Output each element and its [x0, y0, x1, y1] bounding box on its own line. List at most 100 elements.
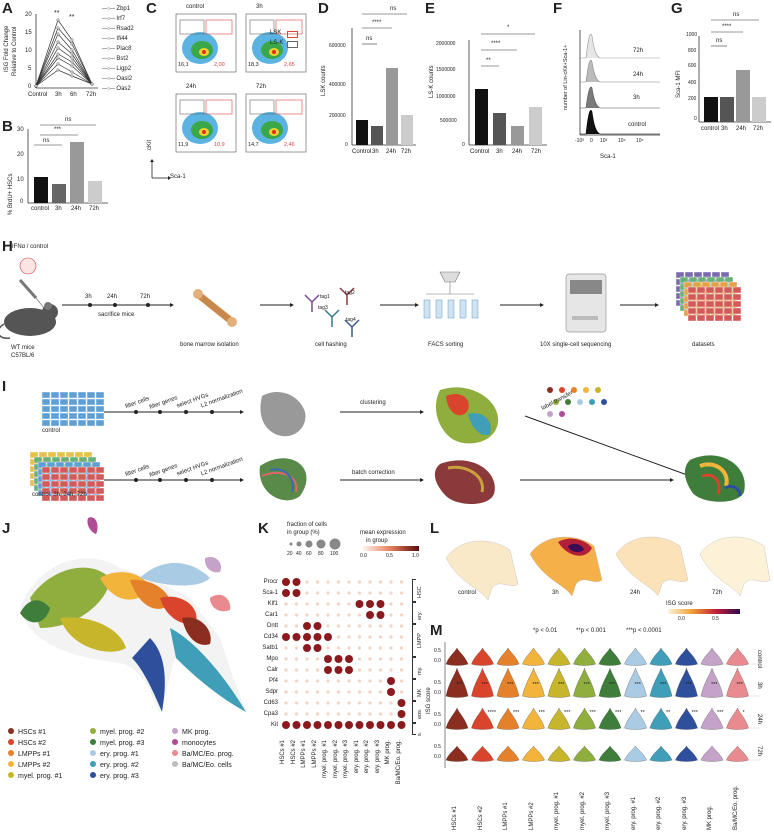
panel-label-h: H	[2, 238, 13, 255]
cluster-legend-item: ery. prog. #3	[90, 772, 139, 780]
expression-dot	[315, 679, 320, 683]
gate-value-lsk-red: 10,9	[214, 142, 225, 148]
panel-b-ytick: 30	[17, 127, 24, 133]
umap-clusters	[435, 387, 499, 444]
panel-d-xtick: Control	[352, 149, 372, 155]
expression-dot	[399, 668, 404, 672]
violin	[649, 745, 673, 762]
expression-dot	[324, 655, 332, 663]
violin	[726, 647, 749, 666]
isg-line	[35, 63, 93, 87]
expression-dot	[368, 646, 372, 650]
expression-dot	[294, 679, 299, 683]
panel-a-xtick: 3h	[55, 92, 62, 98]
panel-a-ytick: 5	[28, 66, 32, 72]
step-label: 10X single-cell sequencing	[540, 342, 612, 348]
legend-label: Ba/MC/Eo. cells	[182, 762, 232, 769]
expression-dot	[389, 635, 393, 639]
expression-dot	[326, 701, 330, 705]
cluster-legend-item: myel. prog. #1	[8, 772, 62, 780]
mouse-icon	[0, 302, 58, 339]
violin	[624, 707, 647, 730]
gate-value-lsk-red: 2,00	[214, 62, 225, 68]
timeline-3h: 3h	[85, 294, 92, 300]
expression-dot	[355, 600, 364, 608]
legend-marker: —○—	[102, 66, 117, 72]
panel-label-g: G	[671, 0, 683, 17]
group-label: myel. prog. #2	[579, 791, 586, 830]
expression-dot	[326, 580, 330, 584]
panel-a-chart	[34, 14, 98, 89]
gene-legend-item: —○— Zbp1	[102, 6, 130, 12]
legend-dot	[90, 728, 96, 734]
flow-plot	[175, 93, 237, 153]
hist-label: 3h	[633, 95, 640, 101]
expression-dot	[378, 668, 383, 672]
expression-dot	[378, 657, 383, 661]
expression-dot	[399, 624, 404, 628]
expression-dot	[334, 655, 343, 663]
violin	[445, 745, 469, 762]
legend-label: ery. prog. #2	[100, 762, 139, 769]
bar-24h	[70, 142, 84, 203]
legend-dot	[172, 739, 178, 745]
sig-star: ***	[481, 682, 488, 688]
panel-g-ytick: 400	[688, 80, 697, 86]
facs-sorter-icon	[423, 271, 479, 319]
panel-label-d: D	[318, 0, 329, 17]
expression-dot	[294, 646, 299, 650]
bracket-label: my.	[417, 666, 423, 675]
expression-dot	[387, 721, 395, 729]
violin	[624, 647, 647, 666]
isg-line	[35, 41, 93, 87]
gene-legend-item: —○— Ifi44	[102, 36, 128, 42]
violin	[649, 707, 673, 730]
violin	[547, 707, 571, 730]
expression-dot	[357, 690, 362, 694]
legend-dot	[8, 750, 14, 756]
hist-72h	[580, 34, 660, 59]
legend-dot	[90, 761, 96, 767]
panel-g-xtick: 3h	[721, 126, 728, 132]
violin	[445, 667, 469, 698]
panel-a-star: **	[54, 10, 60, 17]
legend-label: ery. prog. #3	[100, 773, 139, 780]
syringe-icon	[18, 257, 45, 309]
panel-d-xtick: 72h	[401, 149, 412, 155]
expression-dot	[294, 602, 299, 606]
panel-f-xaxis: Sca-1	[600, 154, 616, 160]
timeline-72h: 72h	[140, 294, 151, 300]
gate-value-lsk: 16,1	[178, 62, 189, 68]
panel-d-chart	[351, 13, 416, 146]
cluster-legend-item: ery. prog. #2	[90, 761, 139, 769]
panel-label-i: I	[2, 378, 7, 395]
group-label: myel. prog. #1	[554, 791, 560, 830]
violin	[522, 647, 545, 666]
bar-3h	[52, 184, 66, 203]
panel-a-ylabel2: Relative to Control	[12, 26, 18, 76]
timeline-sacrifice: sacrifice mice	[98, 312, 135, 318]
expression-dot	[284, 690, 288, 694]
bracket-label: HSC	[417, 586, 423, 598]
violin	[471, 745, 494, 762]
sig-star: ***	[532, 682, 539, 688]
expression-dot	[347, 613, 351, 617]
panel-e-ytick: 500000	[440, 118, 457, 124]
umap-title: control	[458, 590, 477, 596]
expression-dot	[315, 591, 320, 595]
group-label: LMPPs #2	[528, 802, 535, 830]
expression-dot	[376, 600, 385, 608]
group-label: Ba/MC/Eo. prog.	[395, 740, 402, 785]
expression-dot	[284, 679, 288, 683]
gene-label: Sdpr	[265, 689, 278, 695]
panel-d-sig: ns	[390, 6, 397, 12]
panel-k-dotplot	[282, 578, 406, 729]
expression-dot	[284, 613, 288, 617]
expression-dot	[282, 633, 290, 641]
isg-point	[56, 52, 60, 56]
gene-legend-item: —○— Plac8	[102, 46, 131, 52]
pval-legend: **p < 0.001	[576, 628, 606, 634]
cluster-legend-item: Ba/MC/Eo. prog.	[172, 750, 234, 758]
panel-label-k: K	[258, 520, 269, 537]
row1-label: control	[42, 428, 61, 434]
